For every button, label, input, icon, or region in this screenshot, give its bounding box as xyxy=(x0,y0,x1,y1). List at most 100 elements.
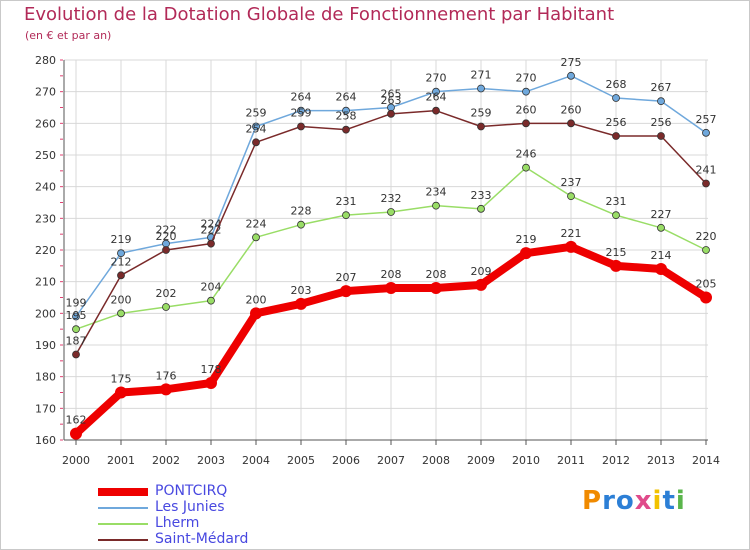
data-label: 234 xyxy=(426,186,447,199)
data-label: 268 xyxy=(606,78,627,91)
x-tick-label: 2003 xyxy=(197,454,225,467)
legend-swatch xyxy=(98,488,148,496)
legend-item: Saint-Médard xyxy=(98,531,298,548)
data-point xyxy=(522,163,530,172)
logo-letter: P xyxy=(582,486,603,516)
chart-subtitle: (en € et par an) xyxy=(25,29,112,42)
legend-swatch xyxy=(98,539,148,541)
data-point xyxy=(342,125,350,134)
data-label: 212 xyxy=(111,255,132,268)
y-tick-label: 270 xyxy=(35,86,56,99)
legend-item: Lherm xyxy=(98,515,298,532)
x-tick-label: 2010 xyxy=(512,454,540,467)
data-label: 215 xyxy=(606,246,627,259)
y-tick-label: 180 xyxy=(35,371,56,384)
data-label: 222 xyxy=(201,224,222,237)
data-label: 228 xyxy=(291,205,312,218)
legend-label: Saint-Médard xyxy=(155,531,249,547)
logo-letter: i xyxy=(675,486,686,516)
data-point xyxy=(205,377,217,389)
y-tick-label: 220 xyxy=(35,244,56,257)
data-point xyxy=(162,246,170,254)
data-point xyxy=(342,211,350,220)
data-label: 219 xyxy=(516,233,537,246)
proxiti-logo: Proxiti xyxy=(582,486,686,516)
legend-label: Lherm xyxy=(155,515,200,531)
data-point xyxy=(295,297,307,310)
logo-letter: r xyxy=(602,486,616,516)
data-label: 220 xyxy=(696,230,717,243)
y-tick-label: 280 xyxy=(35,54,56,67)
data-point xyxy=(657,97,665,106)
data-point xyxy=(72,312,80,321)
data-label: 263 xyxy=(381,94,402,107)
data-label: 219 xyxy=(111,233,132,246)
data-point xyxy=(610,259,622,272)
x-tick-label: 2001 xyxy=(107,454,135,467)
data-label: 175 xyxy=(111,373,132,386)
data-label: 258 xyxy=(336,110,357,123)
data-label: 259 xyxy=(471,107,492,120)
data-label: 178 xyxy=(201,363,222,376)
data-point xyxy=(252,138,260,147)
data-point xyxy=(207,296,215,305)
legend-label: PONTCIRQ xyxy=(155,483,228,499)
logo-letter: i xyxy=(652,486,663,516)
y-tick-label: 200 xyxy=(35,307,56,320)
data-point xyxy=(657,132,665,140)
data-point xyxy=(117,249,125,258)
y-tick-label: 170 xyxy=(35,402,56,415)
data-point xyxy=(612,94,620,102)
y-tick-label: 230 xyxy=(35,212,56,225)
data-point xyxy=(700,291,712,304)
chart-title: Evolution de la Dotation Globale de Fonc… xyxy=(24,4,615,25)
x-tick-label: 2008 xyxy=(422,454,450,467)
x-tick-label: 2014 xyxy=(692,454,720,467)
x-tick-label: 2009 xyxy=(467,454,495,467)
data-label: 237 xyxy=(561,176,582,189)
data-point xyxy=(297,220,305,229)
data-point xyxy=(477,204,485,213)
data-point xyxy=(432,87,440,96)
x-tick-label: 2002 xyxy=(152,454,180,467)
data-label: 259 xyxy=(291,107,312,120)
data-point xyxy=(117,309,125,318)
data-point xyxy=(565,240,577,253)
y-tick-label: 240 xyxy=(35,181,56,194)
logo-letter: x xyxy=(634,486,653,516)
data-label: 264 xyxy=(336,91,357,104)
data-point xyxy=(207,239,215,248)
data-point xyxy=(567,71,575,80)
data-label: 270 xyxy=(516,72,537,85)
data-point xyxy=(567,192,575,201)
legend-swatch xyxy=(98,523,148,525)
data-label: 208 xyxy=(381,268,402,281)
data-point xyxy=(522,87,530,96)
data-label: 231 xyxy=(606,195,627,208)
x-tick-label: 2011 xyxy=(557,454,585,467)
x-tick-label: 2000 xyxy=(62,454,90,467)
data-point xyxy=(385,282,397,294)
data-label: 260 xyxy=(516,103,537,116)
data-point xyxy=(117,271,125,280)
data-point xyxy=(342,106,350,115)
data-point xyxy=(702,246,710,254)
data-label: 162 xyxy=(66,414,87,427)
data-point xyxy=(160,383,172,396)
data-label: 256 xyxy=(651,116,672,129)
data-label: 259 xyxy=(246,107,267,120)
data-label: 209 xyxy=(471,265,492,278)
data-label: 264 xyxy=(426,91,447,104)
data-label: 195 xyxy=(66,309,87,322)
data-label: 208 xyxy=(426,268,447,281)
data-label: 256 xyxy=(606,116,627,129)
logo-letter: t xyxy=(662,486,676,516)
chart-legend: PONTCIRQ Les Junies Lherm Saint-Médard xyxy=(98,483,298,548)
data-label: 187 xyxy=(66,335,87,348)
data-label: 214 xyxy=(651,249,672,262)
x-tick-label: 2013 xyxy=(647,454,675,467)
data-point xyxy=(430,282,442,294)
x-tick-label: 2005 xyxy=(287,454,315,467)
data-label: 220 xyxy=(156,230,177,243)
